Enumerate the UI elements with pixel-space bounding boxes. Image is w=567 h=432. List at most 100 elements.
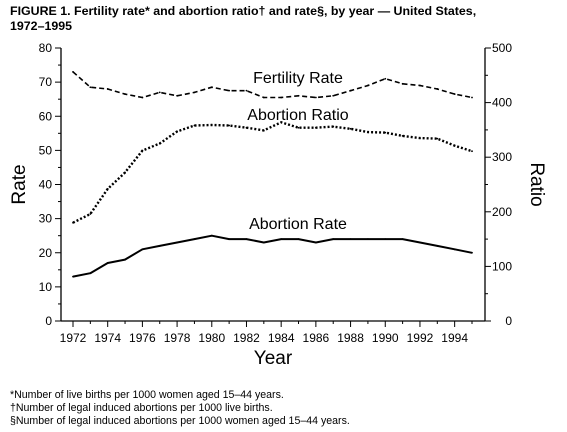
data-point-abortion-rate [384,238,387,241]
data-point-fertility-rate [314,96,317,99]
x-tick-label: 1990 [372,331,399,345]
figure-title-line-2: 1972–1995 [10,19,73,33]
data-point-abortion-ratio [367,131,369,133]
data-point-abortion-rate [419,241,421,244]
data-point-abortion-rate [453,248,456,251]
y-axis-title-left: Rate [9,164,30,204]
data-point-abortion-ratio [124,171,126,174]
data-point-abortion-ratio [210,124,213,126]
series-line-abortion-rate [72,234,473,278]
chart-axes: 0 10 20 30 40 50 60 70 80 0 100 200 300 400 500 1972 197… [9,41,547,369]
data-point-fertility-rate [401,82,404,85]
data-point-abortion-rate [176,241,178,244]
data-point-abortion-rate [436,245,439,247]
x-axis-title: Year [254,348,293,369]
data-point-abortion-rate [471,251,473,254]
data-point-abortion-rate [245,238,248,241]
data-point-abortion-ratio [245,126,248,129]
data-point-fertility-rate [436,88,439,90]
data-point-abortion-rate [280,238,283,241]
data-point-fertility-rate [419,84,421,87]
series-label-abortion-rate: Abortion Rate [249,216,347,233]
left-tick-label: 70 [39,75,53,89]
data-point-abortion-rate [367,238,369,241]
right-tick-label: 0 [505,314,512,328]
data-point-abortion-rate [349,238,352,241]
data-point-abortion-rate [210,234,213,237]
left-tick-label: 60 [39,109,53,123]
chart-series [72,70,473,278]
data-point-abortion-ratio [401,135,404,137]
data-point-abortion-rate [89,272,92,275]
data-point-abortion-rate [332,238,335,241]
data-point-abortion-ratio [436,137,439,140]
x-tick-label: 1986 [303,331,330,345]
data-point-abortion-ratio [332,125,335,128]
data-point-fertility-rate [280,96,283,99]
data-point-abortion-ratio [471,150,473,153]
left-tick-label: 10 [39,280,53,294]
right-tick-label: 500 [492,41,512,55]
right-tick-label: 200 [492,205,512,219]
x-tick-label: 1974 [94,331,121,345]
data-point-abortion-rate [158,245,161,247]
figure-title-line-1: FIGURE 1. Fertility rate* and abortion r… [10,4,477,18]
data-point-fertility-rate [453,93,456,95]
data-point-abortion-rate [297,238,300,241]
data-point-abortion-ratio [280,121,283,124]
chart-labels: Fertility Rate Abortion Ratio Abortion Rat… [247,70,348,233]
x-tick-label: 1992 [407,331,434,345]
footnotes: *Number of live births per 1000 women ag… [10,389,350,428]
data-point-fertility-rate [245,89,248,92]
data-point-abortion-ratio [141,149,144,152]
x-tick-label: 1976 [129,331,156,345]
data-point-fertility-rate [228,89,231,92]
data-point-abortion-rate [141,248,144,251]
data-point-fertility-rate [193,91,196,94]
right-tick-label: 300 [492,150,512,164]
data-point-fertility-rate [106,88,109,90]
x-tick-label: 1978 [164,331,191,345]
data-point-fertility-rate [297,94,300,97]
data-point-abortion-ratio [176,130,178,133]
data-point-fertility-rate [367,84,369,87]
data-point-fertility-rate [158,91,161,94]
data-point-abortion-ratio [419,137,421,139]
series-label-fertility-rate: Fertility Rate [253,70,343,87]
data-point-abortion-rate [228,238,231,241]
data-point-fertility-rate [210,86,213,89]
right-tick-label: 400 [492,96,512,110]
data-point-abortion-ratio [262,129,265,132]
left-tick-label: 80 [39,41,53,55]
x-tick-label: 1982 [233,331,260,345]
series-line-fertility-rate [72,71,473,99]
data-point-abortion-ratio [314,126,317,129]
data-point-fertility-rate [141,96,144,99]
left-tick-label: 50 [39,143,53,157]
x-tick-label: 1980 [198,331,225,345]
data-point-fertility-rate [176,94,178,97]
left-tick-label: 40 [39,178,53,192]
series-line-abortion-ratio [72,121,473,224]
x-tick-label: 1988 [337,331,364,345]
data-point-fertility-rate [471,96,473,99]
footnote-fertility: *Number of live births per 1000 women ag… [10,389,284,401]
data-point-fertility-rate [262,96,265,99]
data-point-abortion-ratio [297,126,300,129]
data-point-abortion-rate [193,238,196,241]
series-label-abortion-ratio: Abortion Ratio [247,107,348,124]
data-point-abortion-ratio [106,187,109,190]
figure-title: FIGURE 1. Fertility rate* and abortion r… [10,4,558,34]
x-tick-label: 1994 [441,331,468,345]
y-axis-title-right: Ratio [526,162,547,206]
data-point-fertility-rate [332,94,335,97]
data-point-abortion-rate [124,258,126,261]
data-point-abortion-ratio [228,124,231,127]
data-point-abortion-ratio [72,221,74,224]
data-point-fertility-rate [349,89,352,92]
data-point-abortion-ratio [349,127,352,130]
data-point-fertility-rate [89,86,92,89]
data-point-abortion-rate [262,241,265,244]
left-tick-label: 30 [39,212,53,226]
